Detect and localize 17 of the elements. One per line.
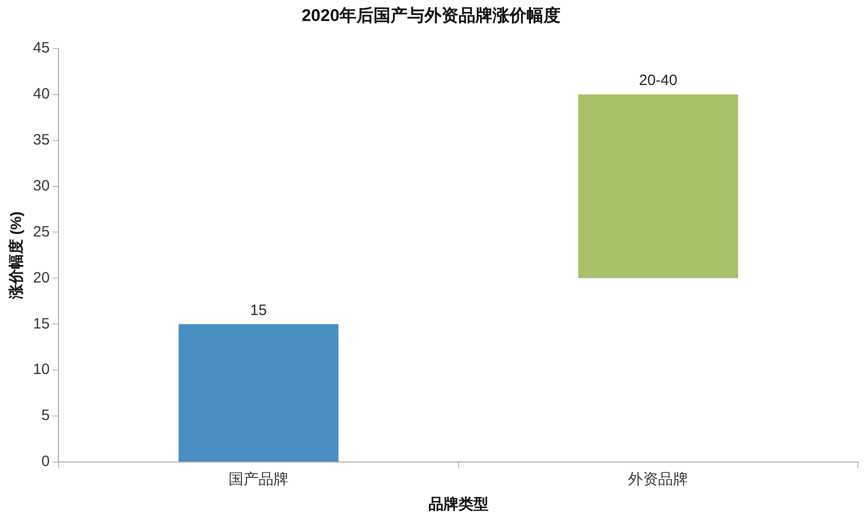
y-tick-label: 45 xyxy=(32,40,50,57)
y-tick-label: 35 xyxy=(32,131,50,148)
y-tick-label: 30 xyxy=(32,177,50,194)
x-tick-label: 国产品牌 xyxy=(228,471,289,488)
y-tick-label: 40 xyxy=(32,85,50,102)
y-axis-title: 涨价幅度 (%) xyxy=(7,211,26,300)
y-tick-label: 0 xyxy=(41,453,50,470)
x-tick-label: 外资品牌 xyxy=(628,471,688,488)
y-tick-label: 15 xyxy=(32,315,50,332)
chart-title: 2020年后国产与外资品牌涨价幅度 xyxy=(302,6,560,25)
y-tick-label: 20 xyxy=(32,269,50,286)
y-tick-label: 25 xyxy=(32,223,50,240)
data-label: 15 xyxy=(250,302,267,319)
y-tick-label: 5 xyxy=(41,407,50,424)
x-axis-title: 品牌类型 xyxy=(428,496,488,514)
data-label: 20-40 xyxy=(638,72,678,89)
y-tick-label: 10 xyxy=(32,361,50,378)
